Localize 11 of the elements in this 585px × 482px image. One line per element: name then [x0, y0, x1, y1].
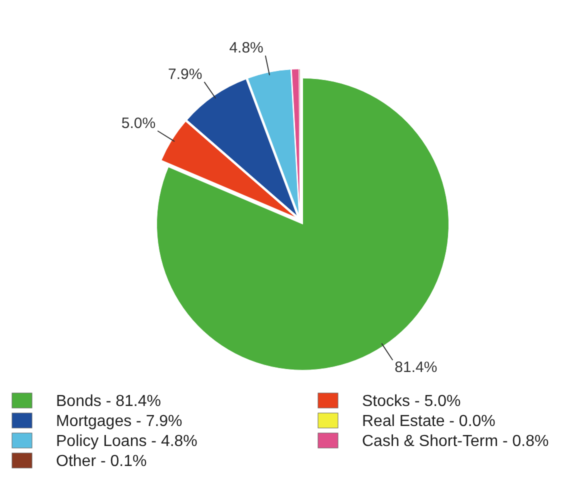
data-label: 81.4%: [394, 359, 438, 376]
legend-label: Real Estate - 0.0%: [362, 413, 496, 430]
legend-label: Mortgages - 7.9%: [56, 413, 182, 430]
legend-label: Stocks - 5.0%: [362, 393, 461, 410]
legend-label: Bonds - 81.4%: [56, 393, 161, 410]
data-label: 5.0%: [121, 114, 156, 132]
legend-label: Policy Loans - 4.8%: [56, 433, 198, 450]
legend-label: Cash & Short-Term - 0.8%: [362, 433, 549, 450]
legend-label: Other - 0.1%: [56, 453, 147, 470]
data-label: 7.9%: [168, 66, 202, 83]
data-label: 4.8%: [229, 40, 264, 57]
